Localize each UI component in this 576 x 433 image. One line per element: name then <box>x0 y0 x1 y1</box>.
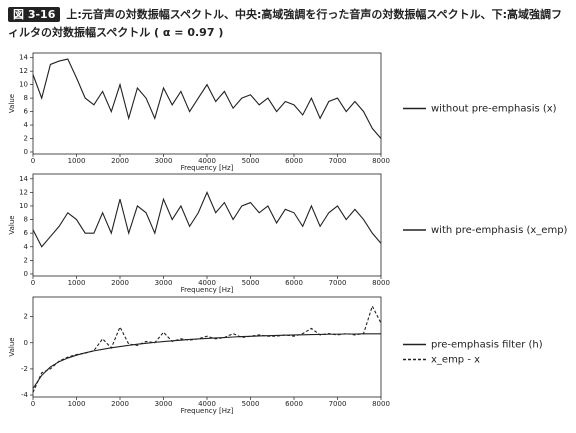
y-tick-label: 12 <box>19 188 28 196</box>
x-tick-label: 8000 <box>372 400 390 408</box>
y-tick-label: 4 <box>24 121 29 129</box>
series-line <box>32 304 382 393</box>
y-tick-label: 0 <box>24 339 28 347</box>
y-tick-label: 10 <box>19 81 28 89</box>
figure-label: 図 3-16 <box>8 7 61 22</box>
x-tick-label: 5000 <box>242 279 260 287</box>
x-tick-label: 1000 <box>68 157 86 165</box>
y-tick-label: 8 <box>24 216 28 224</box>
legend-label: x_emp - x <box>431 355 480 366</box>
plot-frame <box>32 52 382 155</box>
x-tick-label: 8000 <box>372 157 390 165</box>
x-tick-label: 1000 <box>68 279 86 287</box>
x-tick-label: 7000 <box>329 279 347 287</box>
series-line <box>32 190 382 248</box>
x-tick-label: 3000 <box>155 157 173 165</box>
x-tick-label: 4000 <box>198 157 216 165</box>
y-tick-label: 12 <box>19 67 28 75</box>
y-axis-label: Value <box>8 215 16 234</box>
x-tick-label: 0 <box>31 157 35 165</box>
plot-frame <box>32 173 382 277</box>
y-tick-label: 0 <box>24 270 28 278</box>
y-tick-label: 6 <box>24 229 29 237</box>
x-axis-label: Frequency [Hz] <box>181 407 234 415</box>
x-tick-label: 4000 <box>198 400 216 408</box>
x-tick-label: 5000 <box>242 157 260 165</box>
x-tick-label: 7000 <box>329 400 347 408</box>
figure-caption: 図 3-16 上:元音声の対数振幅スペクトル、中央:高域強調を行った音声の対数振幅… <box>8 6 563 42</box>
series-line <box>32 333 381 389</box>
y-tick-label: 6 <box>24 108 29 116</box>
y-tick-label: 8 <box>24 94 28 102</box>
y-tick-label: 14 <box>19 54 28 62</box>
x-tick-label: 2000 <box>111 279 129 287</box>
x-tick-label: 0 <box>31 279 35 287</box>
y-tick-label: 4 <box>24 243 29 251</box>
x-tick-label: 8000 <box>372 279 390 287</box>
x-tick-label: 2000 <box>111 157 129 165</box>
y-tick-label: 0 <box>24 148 28 156</box>
x-tick-label: 6000 <box>285 400 303 408</box>
x-tick-label: 3000 <box>155 400 173 408</box>
x-tick-label: 6000 <box>285 157 303 165</box>
chart: 0 1000 2000 3000 4000 5000 6000 7000 8000 0 2 4 6 8 10… <box>8 173 568 294</box>
y-tick-label: -4 <box>21 391 29 399</box>
x-tick-label: 6000 <box>285 279 303 287</box>
x-axis-label: Frequency [Hz] <box>181 286 234 294</box>
legend-label: pre-emphasis filter (h) <box>431 340 543 351</box>
chart: 0 1000 2000 3000 4000 5000 6000 7000 8000 0 2 4 6 8 10… <box>8 52 557 172</box>
y-axis-label: Value <box>8 94 16 113</box>
chart: 0 1000 2000 3000 4000 5000 6000 7000 8000 -4 -2 0 2 F… <box>8 296 543 415</box>
x-tick-label: 2000 <box>111 400 129 408</box>
legend-label: with pre-emphasis (x_emp) <box>431 225 568 236</box>
x-tick-label: 3000 <box>155 279 173 287</box>
y-tick-label: 14 <box>19 175 28 183</box>
x-tick-label: 7000 <box>329 157 347 165</box>
x-axis-label: Frequency [Hz] <box>181 164 234 172</box>
x-tick-label: 5000 <box>242 400 260 408</box>
y-tick-label: 2 <box>24 313 28 321</box>
y-tick-label: 10 <box>19 202 28 210</box>
y-axis-label: Value <box>8 337 16 356</box>
series-line <box>32 58 382 139</box>
y-tick-label: 2 <box>24 135 28 143</box>
x-tick-label: 0 <box>31 400 35 408</box>
y-tick-label: 2 <box>24 256 28 264</box>
y-tick-label: -2 <box>21 365 28 373</box>
legend-label: without pre-emphasis (x) <box>431 104 557 115</box>
x-tick-label: 4000 <box>198 279 216 287</box>
plot-frame <box>32 296 382 398</box>
caption-text: 上:元音声の対数振幅スペクトル、中央:高域強調を行った音声の対数振幅スペクトル、… <box>8 8 563 39</box>
x-tick-label: 1000 <box>68 400 86 408</box>
